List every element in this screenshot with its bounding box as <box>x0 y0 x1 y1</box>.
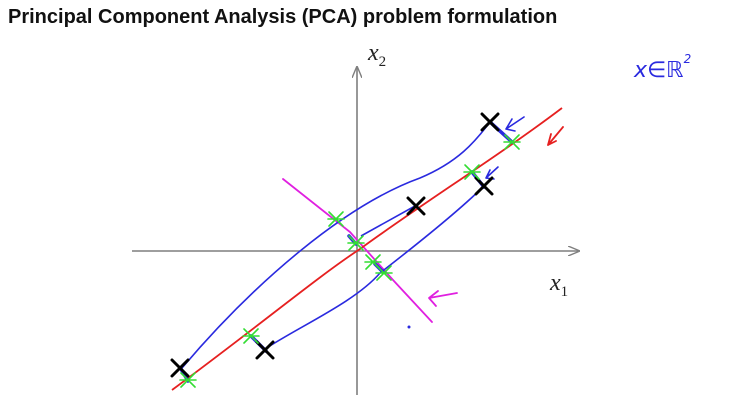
projected-point <box>242 328 260 344</box>
projected-point <box>375 265 393 281</box>
x2-axis-label: x2 <box>367 40 386 70</box>
data-point <box>474 176 494 196</box>
blue-arrow-upper <box>505 116 525 132</box>
data-point <box>170 358 190 378</box>
projected-point <box>463 164 481 180</box>
candidate-direction-line <box>282 178 433 323</box>
data-point <box>406 196 426 216</box>
dimension-annotation: x∈ℝ2 <box>633 52 691 83</box>
data-point <box>255 340 275 360</box>
blue-projection-curve-lower <box>264 184 486 350</box>
projected-point <box>179 372 197 388</box>
principal-component-line <box>171 107 563 391</box>
red-arrow <box>547 126 564 146</box>
blue-projection-curve-upper <box>181 121 491 369</box>
page-title: Principal Component Analysis (PCA) probl… <box>8 6 558 28</box>
projected-point <box>503 134 521 150</box>
data-point <box>480 112 500 132</box>
blue-projection-segment <box>360 205 416 237</box>
projected-point <box>327 211 345 227</box>
x1-axis-label: x1 <box>549 270 568 300</box>
stray-dot <box>407 325 411 329</box>
magenta-arrow <box>428 290 458 307</box>
projected-point <box>347 235 365 251</box>
